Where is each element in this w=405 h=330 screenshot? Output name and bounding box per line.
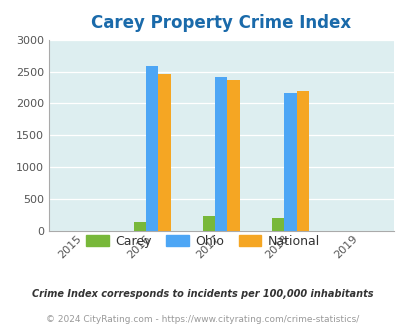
- Bar: [133, 222, 146, 231]
- Bar: [284, 92, 296, 231]
- Bar: [227, 81, 239, 231]
- Bar: [271, 218, 283, 231]
- Title: Carey Property Crime Index: Carey Property Crime Index: [91, 15, 350, 32]
- Bar: [202, 216, 215, 231]
- Bar: [146, 66, 158, 231]
- Text: © 2024 CityRating.com - https://www.cityrating.com/crime-statistics/: © 2024 CityRating.com - https://www.city…: [46, 315, 359, 324]
- Bar: [296, 91, 308, 231]
- Text: Crime Index corresponds to incidents per 100,000 inhabitants: Crime Index corresponds to incidents per…: [32, 289, 373, 299]
- Legend: Carey, Ohio, National: Carey, Ohio, National: [81, 230, 324, 253]
- Bar: [215, 77, 227, 231]
- Bar: [158, 74, 171, 231]
